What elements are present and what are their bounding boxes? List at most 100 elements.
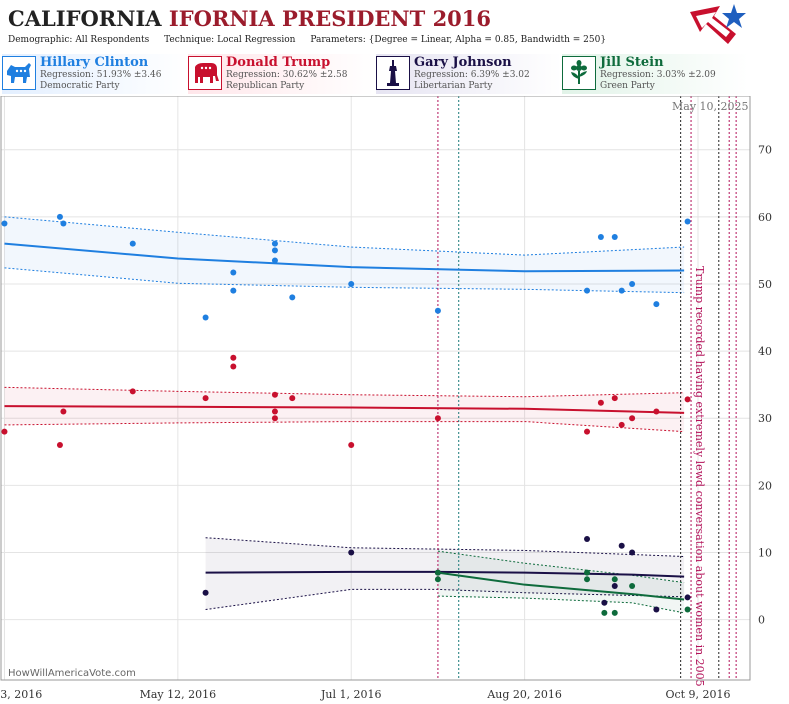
poll-point: [584, 287, 591, 294]
poll-point: [601, 599, 608, 606]
poll-point: [129, 240, 136, 247]
poll-point: [611, 609, 618, 616]
candidate-regression: Regression: 3.03% ±2.09: [600, 70, 716, 80]
technique-label: Technique:: [164, 35, 215, 45]
poll-point: [597, 233, 604, 240]
poll-point: [601, 609, 608, 616]
candidate-regression: Regression: 51.93% ±3.46: [40, 70, 162, 80]
poll-point: [611, 576, 618, 583]
poll-point: [1, 428, 8, 435]
poll-point: [684, 396, 691, 403]
x-tick-label: Aug 20, 2016: [486, 688, 562, 701]
poll-point: [202, 589, 209, 596]
poll-point: [230, 354, 237, 361]
y-tick-label: 60: [758, 211, 772, 224]
y-tick-label: 70: [758, 144, 772, 157]
poll-point: [584, 569, 591, 576]
y-tick-label: 20: [758, 479, 772, 492]
candidate-card-clinton[interactable]: Hillary Clinton Regression: 51.93% ±3.46…: [2, 54, 188, 94]
poll-point: [434, 415, 441, 422]
candidate-party: Green Party: [600, 81, 655, 91]
candidate-card-trump[interactable]: Donald Trump Regression: 30.62% ±2.58 Re…: [188, 54, 374, 94]
libertarian-statue-icon: [376, 56, 410, 90]
poll-point: [611, 395, 618, 402]
poll-point: [629, 280, 636, 287]
demographic-value: All Respondents: [75, 35, 150, 45]
poll-point: [60, 220, 67, 227]
candidate-name: Hillary Clinton: [40, 55, 149, 70]
y-tick-label: 10: [758, 546, 772, 559]
axes: 0 10 20 30 40 50 60 70 Mar 23, 2016 May 12, 2016 J…: [0, 144, 772, 701]
poll-point: [271, 247, 278, 254]
poll-point: [653, 408, 660, 415]
poll-point: [653, 606, 660, 613]
regression-line: [4, 242, 685, 273]
poll-point: [629, 583, 636, 590]
event-lines: Trump recorded having extremely lewd con…: [437, 96, 737, 687]
confidence-bands: [4, 216, 685, 614]
y-tick-label: 30: [758, 412, 772, 425]
candidate-regression: Regression: 6.39% ±3.02: [414, 70, 530, 80]
site-watermark[interactable]: HowWillAmericaVote.com: [8, 668, 136, 679]
poll-point: [629, 415, 636, 422]
poll-point: [618, 421, 625, 428]
candidate-name: Jill Stein: [600, 55, 664, 70]
poll-point: [653, 301, 660, 308]
candidate-card-johnson[interactable]: Gary Johnson Regression: 6.39% ±3.02 Lib…: [376, 54, 562, 94]
band-lower-line: [4, 421, 685, 433]
page-title: CALIFORNIA IFORNIA PRESIDENT 2016: [8, 6, 491, 31]
poll-point: [1, 220, 8, 227]
title-race: IFORNIA PRESIDENT 2016: [168, 6, 492, 31]
regression-line: [4, 405, 685, 414]
poll-point: [289, 294, 296, 301]
democratic-donkey-icon: [2, 56, 36, 90]
band-upper-line: [437, 550, 685, 584]
poll-point: [684, 606, 691, 613]
poll-point: [271, 391, 278, 398]
candidate-legend: Hillary Clinton Regression: 51.93% ±3.46…: [0, 54, 789, 96]
poll-point: [348, 549, 355, 556]
poll-point: [584, 576, 591, 583]
poll-points: [1, 213, 691, 616]
x-tick-label: Jul 1, 2016: [320, 688, 382, 701]
y-tick-label: 0: [758, 614, 765, 627]
title-state: CALIFORNIA: [8, 6, 162, 31]
poll-point: [348, 442, 355, 449]
confidence-band: [4, 387, 685, 432]
poll-point: [56, 442, 63, 449]
poll-point: [289, 395, 296, 402]
candidate-party: Republican Party: [226, 81, 305, 91]
candidate-name: Gary Johnson: [414, 55, 512, 70]
poll-chart: Trump recorded having extremely lewd con…: [0, 96, 772, 701]
header: CALIFORNIA IFORNIA PRESIDENT 2016 Demogr…: [0, 0, 789, 52]
candidate-regression: Regression: 30.62% ±2.58: [226, 70, 348, 80]
x-tick-label: Oct 9, 2016: [665, 688, 730, 701]
poll-point: [597, 399, 604, 406]
x-tick-label: Mar 23, 2016: [0, 688, 42, 701]
poll-point: [618, 542, 625, 549]
poll-point: [434, 307, 441, 314]
poll-point: [618, 287, 625, 294]
poll-point: [230, 287, 237, 294]
poll-point: [271, 240, 278, 247]
poll-point: [434, 576, 441, 583]
band-upper-line: [4, 386, 685, 398]
event-label: Trump recorded having extremely lewd con…: [693, 266, 706, 687]
poll-point: [202, 314, 209, 321]
poll-point: [684, 218, 691, 225]
poll-point: [202, 395, 209, 402]
parameters-label: Parameters:: [310, 35, 366, 45]
poll-point: [348, 280, 355, 287]
regression-line: [205, 570, 685, 578]
regression-line: [437, 571, 685, 601]
poll-point: [230, 269, 237, 276]
poll-point: [60, 408, 67, 415]
y-tick-label: 50: [758, 278, 772, 291]
site-logo[interactable]: [686, 2, 748, 48]
poll-point: [434, 569, 441, 576]
poll-point: [129, 388, 136, 395]
poll-point: [584, 428, 591, 435]
demographic-label: Demographic:: [8, 35, 73, 45]
candidate-card-stein[interactable]: Jill Stein Regression: 3.03% ±2.09 Green…: [562, 54, 748, 94]
parameters-line: Demographic: All Respondents Technique: …: [8, 35, 606, 45]
